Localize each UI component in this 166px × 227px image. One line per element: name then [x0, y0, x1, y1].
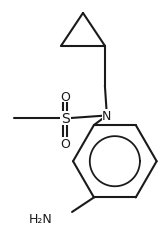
Text: N: N	[102, 109, 112, 122]
FancyBboxPatch shape	[61, 91, 69, 103]
Text: S: S	[61, 112, 69, 126]
FancyBboxPatch shape	[30, 213, 50, 225]
FancyBboxPatch shape	[61, 138, 69, 150]
Text: O: O	[60, 91, 70, 104]
Text: O: O	[60, 137, 70, 150]
FancyBboxPatch shape	[60, 112, 71, 126]
FancyBboxPatch shape	[102, 110, 112, 122]
Text: H₂N: H₂N	[28, 212, 52, 225]
